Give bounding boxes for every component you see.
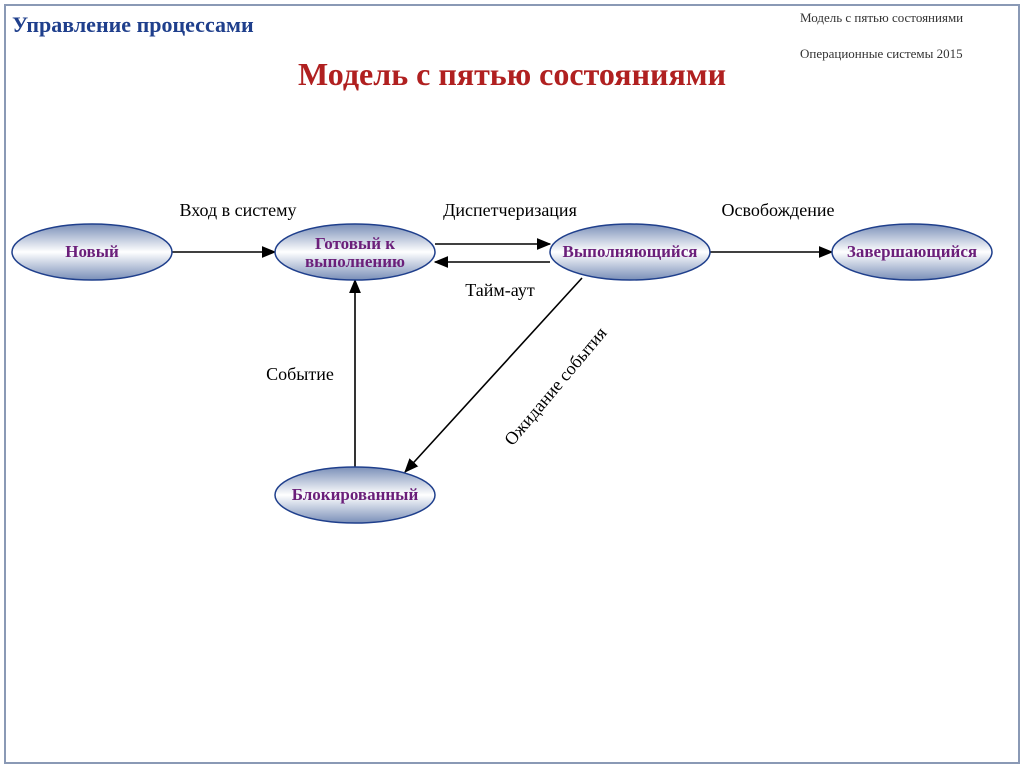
state-label-blocked: Блокированный (292, 485, 419, 504)
edge-label-new-ready: Вход в систему (179, 200, 296, 220)
state-diagram: Новый Готовый квыполнению Выполняющийся Зав… (0, 0, 1024, 768)
edge-label-blocked-ready: Событие (266, 364, 334, 384)
edge-label-running-blocked: Ожидание события (500, 323, 610, 449)
edge-label-running-ready: Тайм-аут (465, 280, 535, 300)
state-label-running: Выполняющийся (563, 242, 698, 261)
state-label-ready: Готовый квыполнению (305, 234, 405, 271)
state-label-new: Новый (65, 242, 119, 261)
edge-label-ready-running: Диспетчеризация (443, 200, 577, 220)
state-label-exit: Завершающийся (847, 242, 977, 261)
edge-label-running-exit: Освобождение (722, 200, 835, 220)
